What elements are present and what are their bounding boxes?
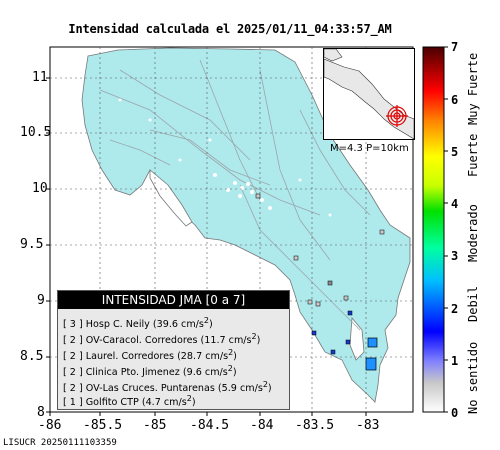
legend-row-text: [ 3 ] Hosp C. Neily (39.6 cm/s — [63, 319, 204, 331]
x-tick-label: -86 — [38, 418, 62, 433]
golfo-dulce — [349, 316, 365, 361]
legend-row: [ 2 ] OV-Las Cruces. Puntarenas (5.9 cm/… — [63, 380, 272, 394]
gulf-nicoya — [149, 169, 193, 227]
legend-header: INTENSIDAD JMA [0 a 7] — [58, 291, 289, 309]
legend-row: [ 2 ] OV-Caracol. Corredores (11.7 cm/s2… — [63, 332, 260, 346]
legend-row-text: [ 1 ] Golfito CTP (4.7 cm/s — [63, 397, 187, 409]
station-marker[interactable] — [330, 349, 336, 355]
x-tick-label: -84 — [250, 418, 274, 433]
station-marker[interactable] — [311, 330, 317, 336]
town-dots — [118, 98, 332, 217]
axis-ticks — [46, 77, 367, 416]
legend-row-sup: 2 — [262, 380, 268, 389]
colorbar-tick-label: 7 — [451, 40, 459, 54]
station-marker[interactable] — [379, 229, 385, 235]
x-tick-label: -85 — [143, 418, 167, 433]
legend-row: [ 2 ] Clinica Pto. Jimenez (9.6 cm/s2) — [63, 364, 237, 378]
station-marker[interactable] — [347, 310, 353, 316]
station-marker[interactable] — [365, 357, 377, 371]
legend-row-sup: 2 — [186, 394, 192, 403]
station-marker[interactable] — [327, 280, 333, 286]
colorbar-tick-label: 2 — [451, 302, 459, 316]
legend-row-close: ) — [267, 383, 272, 395]
legend-row-close: ) — [191, 397, 196, 409]
intensity-legend: INTENSIDAD JMA [0 a 7] [ 3 ] Hosp C. Nei… — [57, 290, 290, 410]
y-tick-label: 10 — [32, 181, 48, 196]
inset-land — [323, 58, 415, 140]
inset-land-north — [323, 48, 343, 62]
roads-layer — [99, 59, 371, 331]
station-marker[interactable] — [307, 299, 313, 305]
colorbar-word: Moderado — [466, 204, 480, 262]
legend-row-close: ) — [256, 335, 261, 347]
colorbar-tick-label: 3 — [451, 249, 459, 263]
colorbar-word: Debil — [466, 285, 480, 322]
legend-row: [ 2 ] Laurel. Corredores (28.7 cm/s2) — [63, 348, 237, 362]
colorbar-word: Fuerte — [466, 133, 480, 177]
inset-map — [323, 48, 415, 140]
legend-row-sup: 2 — [251, 332, 257, 341]
colorbar — [422, 46, 445, 413]
legend-row-text: [ 2 ] OV-Caracol. Corredores (11.7 cm/s — [63, 335, 252, 347]
legend-row-sup: 2 — [203, 316, 209, 325]
legend-row-text: [ 2 ] OV-Las Cruces. Puntarenas (5.9 cm/… — [63, 383, 263, 395]
station-marker[interactable] — [255, 193, 261, 199]
legend-row-close: ) — [209, 319, 213, 331]
footer-id: LISUCR 20250111103359 — [3, 438, 117, 448]
station-marker[interactable] — [343, 295, 349, 301]
colorbar-tick-label: 1 — [451, 354, 459, 368]
map-title: Intensidad calculada el 2025/01/11_04:33… — [68, 22, 392, 36]
magnitude-depth-info: M=4.3 P=10km — [330, 143, 409, 154]
x-tick-label: -83 — [356, 418, 380, 433]
x-tick-label: -85.5 — [83, 418, 123, 433]
legend-row-close: ) — [233, 351, 237, 363]
x-tick-label: -84.5 — [190, 418, 230, 433]
y-tick-label: 8 — [37, 405, 45, 420]
legend-row-text: [ 2 ] Laurel. Corredores (28.7 cm/s — [63, 351, 229, 363]
colorbar-ticks — [444, 46, 448, 413]
legend-row-text: [ 2 ] Clinica Pto. Jimenez (9.6 cm/s — [63, 367, 228, 379]
epicenter-marker — [386, 105, 408, 127]
station-marker[interactable] — [293, 255, 299, 261]
colorbar-tick-label: 4 — [451, 197, 459, 211]
y-tick-label: 9.5 — [20, 237, 44, 252]
legend-row: [ 3 ] Hosp C. Neily (39.6 cm/s2) — [63, 316, 213, 330]
legend-row: [ 1 ] Golfito CTP (4.7 cm/s2) — [63, 394, 196, 408]
inset-map-svg — [323, 48, 415, 140]
colorbar-tick-label: 6 — [451, 93, 459, 107]
station-marker[interactable] — [315, 301, 321, 307]
station-marker[interactable] — [345, 339, 351, 345]
y-tick-label: 11 — [32, 70, 48, 85]
y-tick-label: 8.5 — [20, 349, 44, 364]
legend-row-sup: 2 — [227, 364, 233, 373]
x-tick-label: -83.5 — [295, 418, 335, 433]
station-marker[interactable] — [367, 337, 378, 348]
colorbar-word: No sentido — [466, 341, 480, 414]
colorbar-word: Muy Fuerte — [466, 52, 480, 125]
legend-row-sup: 2 — [228, 348, 234, 357]
legend-row-close: ) — [232, 367, 237, 379]
colorbar-tick-label: 0 — [451, 406, 459, 420]
y-tick-label: 10.5 — [20, 125, 52, 140]
y-tick-label: 9 — [37, 293, 45, 308]
colorbar-tick-label: 5 — [451, 145, 459, 159]
